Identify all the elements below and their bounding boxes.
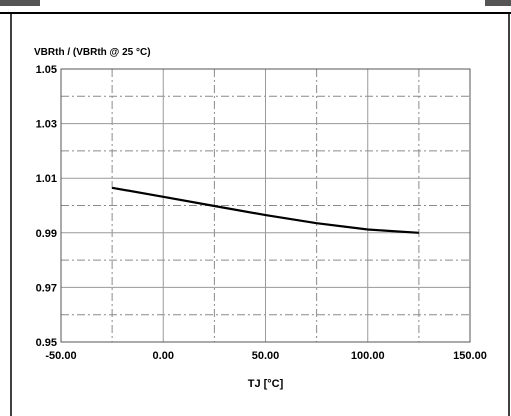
y-tick-label: 0.97 xyxy=(36,282,57,294)
y-tick-label: 0.99 xyxy=(36,228,57,240)
x-tick-label: 150.00 xyxy=(453,350,487,362)
x-tick-label: -50.00 xyxy=(45,350,76,362)
chart-plot: 0.95 0.97 0.99 1.01 1.03 1.05 -50.00 0.00 50.00 1… xyxy=(36,64,487,390)
header-remnant-right xyxy=(485,0,511,6)
x-axis-label: TJ [°C] xyxy=(248,378,284,390)
chart-title: VBRth / (VBRth @ 25 °C) xyxy=(34,47,151,58)
y-tick-label: 1.01 xyxy=(36,173,57,185)
x-tick-label: 50.00 xyxy=(252,350,280,362)
x-tick-label: 100.00 xyxy=(351,350,385,362)
y-tick-label: 0.95 xyxy=(36,337,57,349)
series-line xyxy=(111,186,419,234)
y-tick-label: 1.05 xyxy=(36,64,57,76)
y-tick-label: 1.03 xyxy=(36,119,57,131)
header-remnant-left xyxy=(0,0,40,6)
x-tick-label: 0.00 xyxy=(153,350,174,362)
plot-area-border xyxy=(60,68,471,343)
